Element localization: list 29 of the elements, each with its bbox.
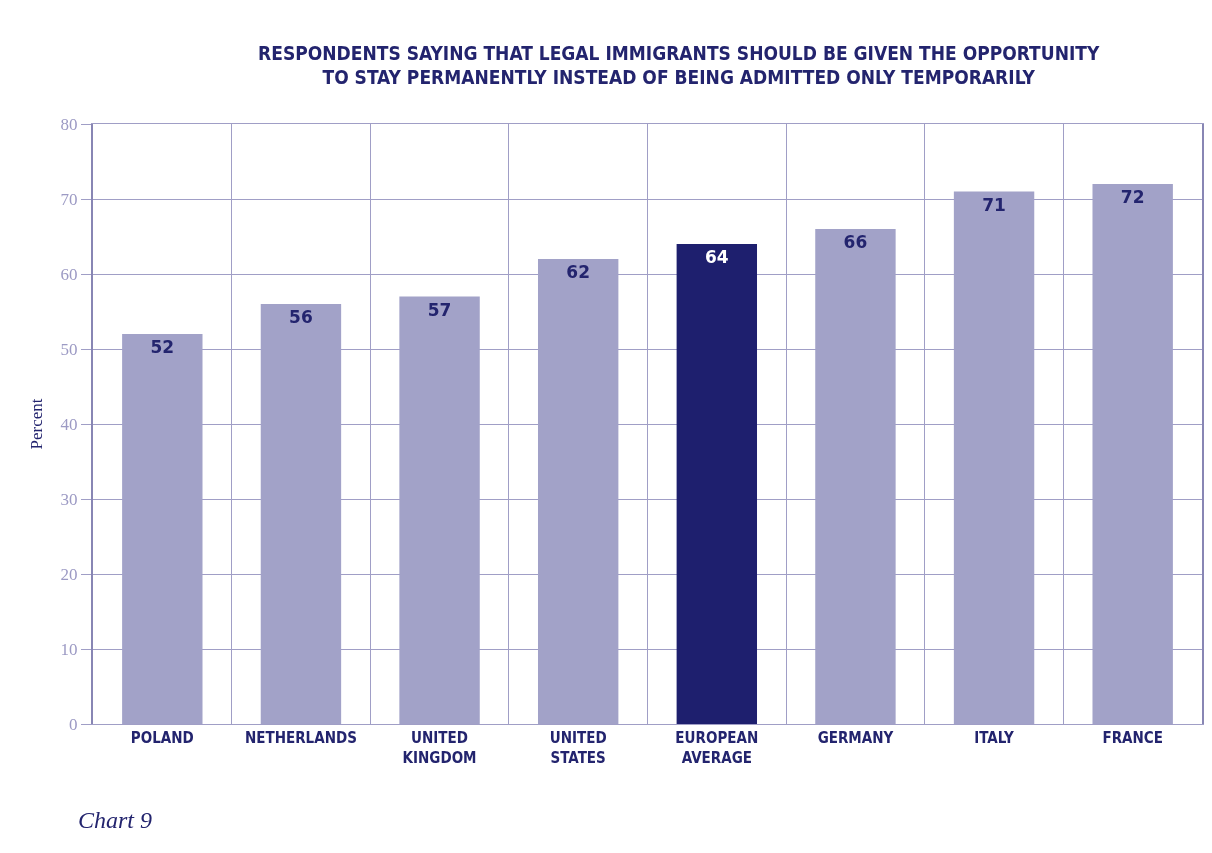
x-tick-label: FRANCE	[1102, 729, 1163, 747]
data-label: 57	[427, 299, 452, 320]
x-tick-label: ITALY	[974, 729, 1015, 747]
chart-title: RESPONDENTS SAYING THAT LEGAL IMMIGRANTS SHOULD BE GIVEN THE OPPORTUNITY TO STAY PERMANENTLY INSTEAD OF BEING ADMITTED ONLY TEMPORARILY	[258, 41, 1100, 89]
x-tick-label: NETHERLANDS	[244, 729, 357, 747]
x-tick-label: POLAND	[130, 729, 194, 747]
x-tick-label: UNITED KINGDOM	[402, 729, 477, 767]
y-tick-label: 10	[60, 639, 78, 659]
data-label: 62	[566, 262, 591, 282]
data-label: 66	[843, 232, 868, 252]
data-label: 56	[289, 307, 313, 327]
y-tick-label: 70	[60, 189, 78, 209]
data-label: 72	[1120, 187, 1145, 207]
y-tick-label: 0	[69, 714, 78, 734]
y-axis-title: Percent	[26, 398, 46, 450]
y-tick-label: 60	[60, 264, 78, 284]
y-tick-label: 20	[60, 564, 78, 584]
bar	[676, 244, 758, 724]
data-label: 64	[704, 247, 729, 267]
y-tick-label: 30	[60, 489, 78, 509]
data-label: 71	[982, 194, 1006, 215]
x-tick-label: EUROPEAN AVERAGE	[675, 729, 759, 767]
y-tick-label: 40	[60, 414, 78, 434]
data-label: 52	[150, 337, 175, 357]
x-tick-label: UNITED STATES	[549, 729, 607, 767]
y-tick-label: 50	[60, 339, 78, 359]
x-tick-label: GERMANY	[817, 729, 894, 747]
caption: Chart 9	[78, 807, 153, 833]
y-tick-label: 80	[60, 114, 78, 134]
